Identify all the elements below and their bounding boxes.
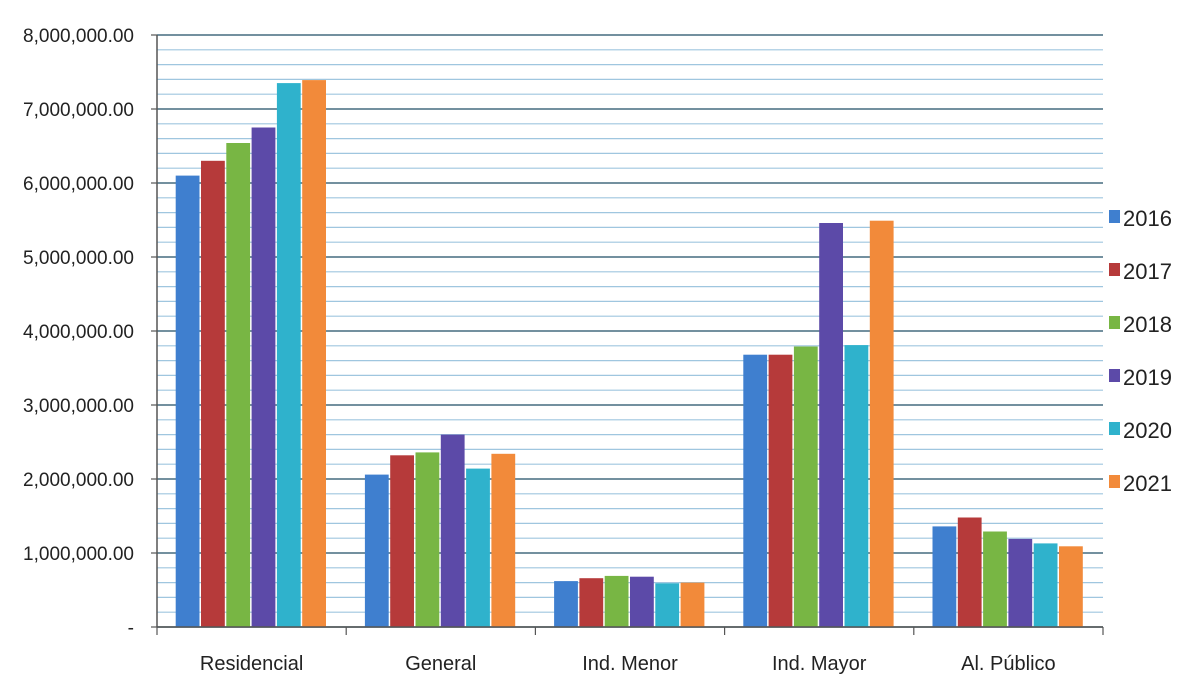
bar-2019-3 — [819, 223, 843, 627]
bar-2021-4 — [1059, 546, 1083, 627]
bar-2017-0 — [201, 160, 225, 628]
legend-label-2017: 2017 — [1123, 259, 1172, 284]
legend-swatch-2020 — [1109, 422, 1120, 435]
bar-2016-0 — [175, 175, 200, 627]
bar-2018-3 — [793, 346, 818, 627]
y-tick-label: 8,000,000.00 — [23, 26, 134, 47]
bar-2018-4 — [983, 531, 1007, 627]
bar-2019-2 — [630, 576, 654, 627]
bar-2021-2 — [680, 582, 705, 627]
legend-label-2021: 2021 — [1123, 471, 1172, 496]
x-category-label: General — [405, 653, 476, 675]
bar-2017-3 — [768, 354, 793, 627]
bar-2021-3 — [869, 220, 894, 627]
bar-2020-0 — [276, 83, 301, 628]
bar-2019-1 — [440, 434, 465, 627]
legend-label-2019: 2019 — [1123, 365, 1172, 390]
x-category-label: Residencial — [200, 653, 303, 675]
y-tick-label: - — [128, 618, 134, 639]
bar-2021-0 — [302, 80, 326, 628]
y-tick-label: 1,000,000.00 — [23, 544, 134, 565]
legend-swatch-2017 — [1109, 263, 1120, 276]
legend-label-2016: 2016 — [1123, 206, 1172, 231]
legend-swatch-2018 — [1109, 316, 1120, 329]
bar-2017-1 — [390, 455, 414, 627]
bar-2017-2 — [579, 578, 604, 627]
y-tick-label: 6,000,000.00 — [23, 174, 134, 195]
legend-label-2020: 2020 — [1123, 418, 1172, 443]
bar-2021-1 — [491, 453, 516, 627]
x-category-label: Al. Público — [961, 653, 1056, 675]
legend-label-2018: 2018 — [1123, 312, 1172, 337]
bar-2017-4 — [957, 517, 982, 627]
bar-2019-4 — [1008, 538, 1033, 627]
y-tick-label: 3,000,000.00 — [23, 396, 134, 417]
legend-swatch-2019 — [1109, 369, 1120, 382]
bar-2016-3 — [743, 354, 768, 627]
bar-2019-0 — [251, 127, 276, 627]
y-tick-label: 5,000,000.00 — [23, 248, 134, 269]
bar-2020-3 — [844, 345, 869, 627]
bar-2016-2 — [554, 581, 578, 627]
bar-2018-1 — [415, 452, 440, 627]
legend-swatch-2016 — [1109, 210, 1120, 223]
y-tick-label: 2,000,000.00 — [23, 470, 134, 491]
bar-2018-2 — [604, 575, 629, 627]
bar-2018-0 — [226, 143, 251, 627]
x-category-label: Ind. Mayor — [772, 653, 867, 675]
bar-2020-4 — [1033, 543, 1058, 627]
bar-2020-2 — [655, 583, 680, 627]
bar-2016-1 — [364, 474, 389, 627]
legend-swatch-2021 — [1109, 475, 1120, 488]
bar-2020-1 — [466, 468, 490, 627]
x-category-label: Ind. Menor — [582, 653, 678, 675]
y-tick-label: 4,000,000.00 — [23, 322, 134, 343]
bar-2016-4 — [932, 526, 957, 627]
y-tick-label: 7,000,000.00 — [23, 100, 134, 121]
